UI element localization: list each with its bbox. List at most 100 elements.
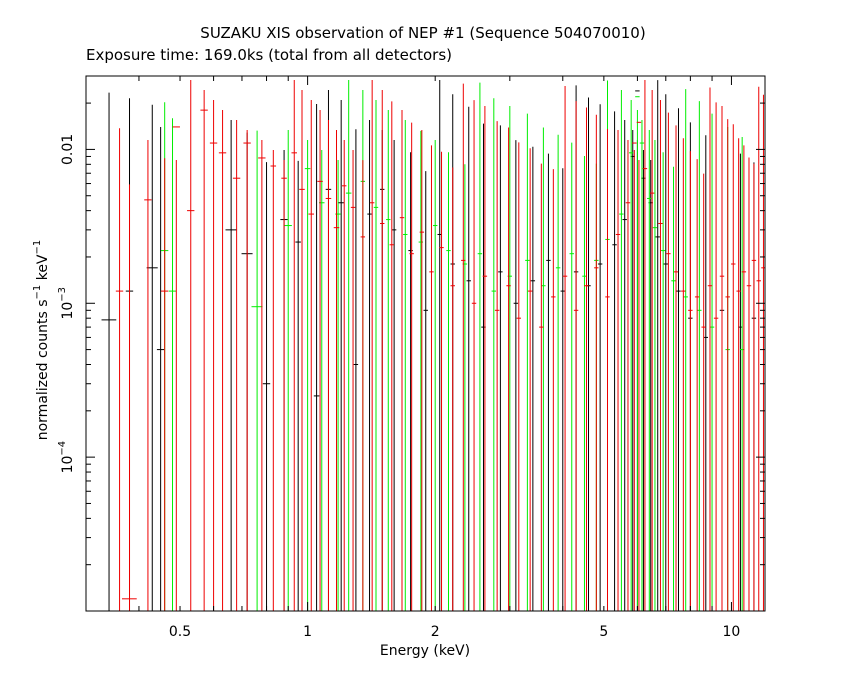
- data-point: [251, 130, 263, 611]
- y-tick-label: 10−3: [57, 287, 76, 320]
- data-point: [541, 127, 546, 611]
- data-point: [200, 90, 208, 611]
- data-point: [304, 140, 311, 611]
- data-point: [403, 120, 408, 611]
- x-axis-label: Energy (keV): [380, 643, 470, 659]
- data-point: [569, 142, 574, 611]
- data-point: [325, 120, 332, 611]
- data-point: [291, 80, 297, 611]
- data-point: [386, 110, 391, 611]
- data-point: [660, 152, 666, 611]
- data-point: [341, 140, 347, 611]
- data-point: [703, 135, 709, 611]
- ticks-layer: [85, 75, 765, 612]
- x-tick-label: 2: [431, 624, 440, 640]
- data-point: [516, 142, 522, 611]
- data-point: [625, 140, 631, 611]
- data-point: [482, 106, 488, 611]
- x-tick-label: 10: [723, 624, 741, 640]
- data-point: [399, 110, 405, 611]
- data-point: [429, 145, 434, 611]
- data-point: [527, 148, 533, 611]
- data-point: [562, 86, 568, 611]
- data-point: [676, 108, 681, 611]
- data-point: [551, 169, 556, 611]
- data-point: [619, 90, 624, 611]
- data-point: [539, 163, 544, 611]
- data-point: [513, 140, 519, 611]
- data-point: [635, 96, 640, 611]
- data-point: [731, 124, 736, 611]
- data-point: [555, 134, 561, 611]
- data-point: [391, 140, 397, 611]
- data-point: [697, 101, 702, 611]
- data-point: [367, 120, 372, 611]
- data-point: [262, 162, 271, 611]
- x-tick-label: 5: [599, 624, 608, 640]
- data-point: [477, 82, 483, 611]
- data-point: [494, 121, 500, 611]
- data-point: [663, 94, 668, 611]
- data-point: [418, 130, 424, 611]
- data-point: [560, 168, 565, 611]
- data-point: [243, 130, 251, 611]
- data-point: [725, 119, 730, 611]
- data-point: [751, 163, 757, 611]
- data-point: [225, 120, 237, 611]
- data-point: [756, 86, 761, 611]
- data-point: [546, 153, 551, 611]
- data-point: [101, 92, 117, 611]
- data-point: [649, 90, 655, 611]
- data-point: [353, 129, 359, 611]
- data-point: [409, 122, 414, 611]
- data-point: [423, 171, 428, 611]
- data-point: [160, 158, 169, 611]
- data-point: [671, 166, 676, 611]
- data-point: [471, 100, 477, 611]
- y-axis-label: normalized counts s−1 keV−1: [32, 240, 51, 441]
- y-tick-label: 0.01: [60, 134, 76, 165]
- data-point: [295, 160, 301, 611]
- data-point: [761, 94, 765, 611]
- data-point: [317, 110, 323, 611]
- data-point: [360, 160, 366, 611]
- data-point: [658, 100, 663, 611]
- chart-title: SUZAKU XIS observation of NEP #1 (Sequen…: [200, 24, 645, 42]
- data-point: [632, 142, 637, 611]
- data-point: [313, 103, 320, 611]
- data-point: [746, 157, 752, 611]
- data-point: [666, 112, 671, 611]
- data-point: [345, 80, 352, 611]
- data-point: [146, 104, 158, 611]
- y-tick-label: 10−4: [57, 441, 76, 474]
- data-point: [741, 145, 747, 611]
- data-point: [156, 127, 165, 611]
- data-point: [498, 125, 503, 611]
- data-point: [299, 90, 305, 611]
- data-point: [719, 106, 725, 611]
- data-point: [582, 156, 587, 611]
- data-point: [652, 140, 658, 611]
- data-point: [446, 152, 451, 611]
- data-point: [713, 102, 719, 611]
- chart-subtitle: Exposure time: 169.0ks (total from all d…: [86, 46, 452, 64]
- data-point: [707, 87, 713, 611]
- data-point: [281, 160, 287, 611]
- data-point: [584, 107, 589, 611]
- data-point: [612, 111, 617, 611]
- data-point: [380, 90, 385, 611]
- data-point: [673, 125, 679, 611]
- data-point: [338, 100, 344, 611]
- x-tick-label: 1: [303, 624, 312, 640]
- data-point: [187, 80, 195, 611]
- data-point: [525, 113, 530, 611]
- data-point: [373, 100, 379, 611]
- data-point: [350, 150, 356, 611]
- data-point: [681, 138, 686, 611]
- data-point: [308, 100, 314, 611]
- data-point: [736, 138, 741, 611]
- data-point: [628, 100, 634, 611]
- data-point: [594, 114, 599, 611]
- data-point: [491, 98, 497, 611]
- data-point: [218, 110, 227, 611]
